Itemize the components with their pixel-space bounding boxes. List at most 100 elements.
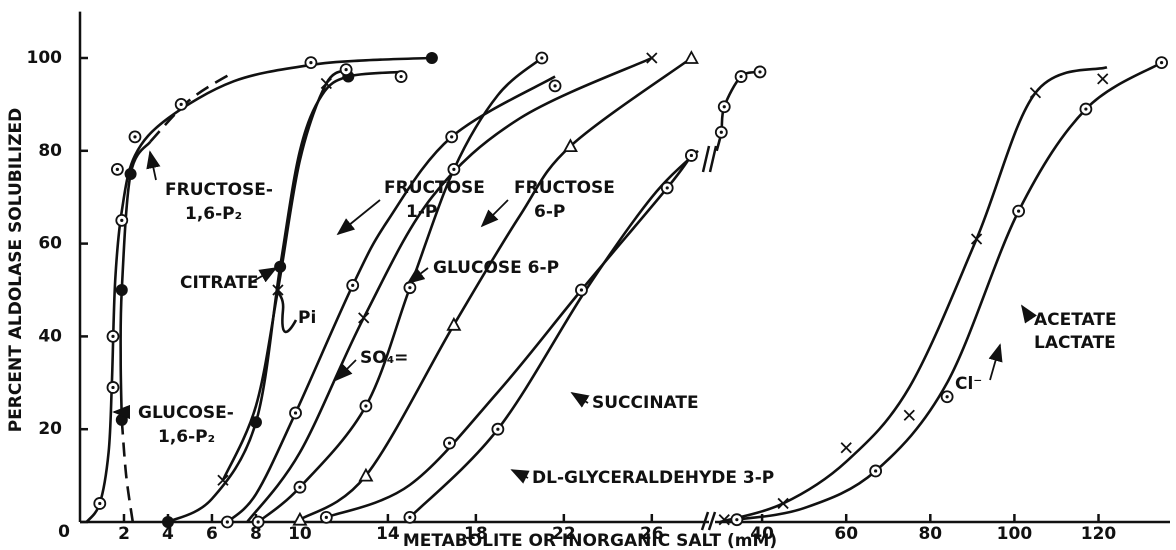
point [124,168,137,180]
point-dot [739,74,743,79]
point [346,278,360,292]
point [869,464,883,478]
y-tick-label: 20 [38,419,62,439]
point [447,162,461,176]
point [220,515,234,529]
point [289,406,302,420]
point [730,513,744,527]
annotation: GLUCOSE 6-P [433,258,559,278]
x-tick-label: 120 [1081,524,1117,544]
point [734,70,748,83]
y-tick-label: 100 [27,48,63,68]
point [217,474,229,486]
point-dot [399,74,403,79]
point [1155,56,1168,70]
point-stroke [718,514,730,526]
curve [120,419,135,523]
point-stroke [970,233,983,245]
x-tick-label: 18 [464,524,488,544]
point-dot [540,56,544,60]
point [777,497,789,510]
point [115,413,128,426]
point [293,480,307,494]
point-stroke [320,77,332,90]
annotation: FRUCTOSE [384,178,485,198]
x-tick-label: 40 [750,524,774,544]
y-tick-label: 40 [38,326,62,346]
point-dot [298,485,302,489]
point [161,516,174,528]
point [292,511,308,526]
point-dot [452,167,456,171]
point [106,381,120,394]
y-axis-label: PERCENT ALDOLASE SOLUBILIZED [6,108,26,433]
point-stroke [1029,87,1042,99]
arrow [336,199,381,236]
point-stroke [840,442,852,454]
x-tick-label: 8 [250,524,262,544]
point [535,51,549,65]
point [319,510,333,524]
point-dot [722,105,726,109]
point [358,467,374,482]
point [903,409,915,421]
y-tick-label: 0 [58,522,70,542]
point [660,181,674,195]
y-tick-label: 60 [38,234,62,254]
x-tick-label: 60 [834,524,858,544]
annotation: 6-P [534,202,565,222]
point [115,284,128,296]
point [174,98,188,111]
point-dot [111,334,115,338]
point-dot [179,102,183,106]
curve [325,154,693,519]
annotation: CITRATE [180,273,259,293]
point-dot [689,153,694,158]
point-dot [945,395,949,399]
curve [85,56,432,523]
point-dot [351,283,355,287]
point [970,233,983,245]
point-dot [719,130,723,134]
point-dot [364,404,368,408]
annotation: GLUCOSE- [138,403,234,423]
point [753,65,767,79]
point [940,390,954,404]
point [403,281,417,295]
point [683,50,699,64]
arrow [249,267,278,284]
point [1029,87,1042,99]
point [1079,102,1093,116]
point [274,260,287,273]
point [718,514,730,526]
point-dot [874,469,878,473]
point-dot [324,515,328,519]
point-dot [1017,209,1021,213]
x-tick-label: 10 [288,524,312,544]
point [115,213,129,227]
annotation: SO₄= [360,348,408,368]
point [358,312,370,324]
point-dot [256,520,260,524]
point-stroke [777,497,789,510]
point [339,63,353,76]
point-dot [115,167,119,171]
point [128,130,142,144]
point-dot [293,411,298,415]
point-dot [98,501,102,506]
curve [149,70,235,143]
annotation: 1,6-P₂ [158,427,215,447]
point [646,52,658,64]
point-dot [344,68,348,72]
point [93,497,107,510]
point [320,77,332,90]
point-stroke [646,52,658,64]
annotation: Cl⁻ [955,374,982,394]
curve [408,149,699,519]
point [1097,73,1109,85]
point-dot [665,186,669,190]
annotation: FRUCTOSE- [165,180,273,200]
point-stroke [217,474,229,486]
x-axis-label: METABOLITE OR INORGANIC SALT (mM) [403,531,777,550]
point [685,149,698,162]
